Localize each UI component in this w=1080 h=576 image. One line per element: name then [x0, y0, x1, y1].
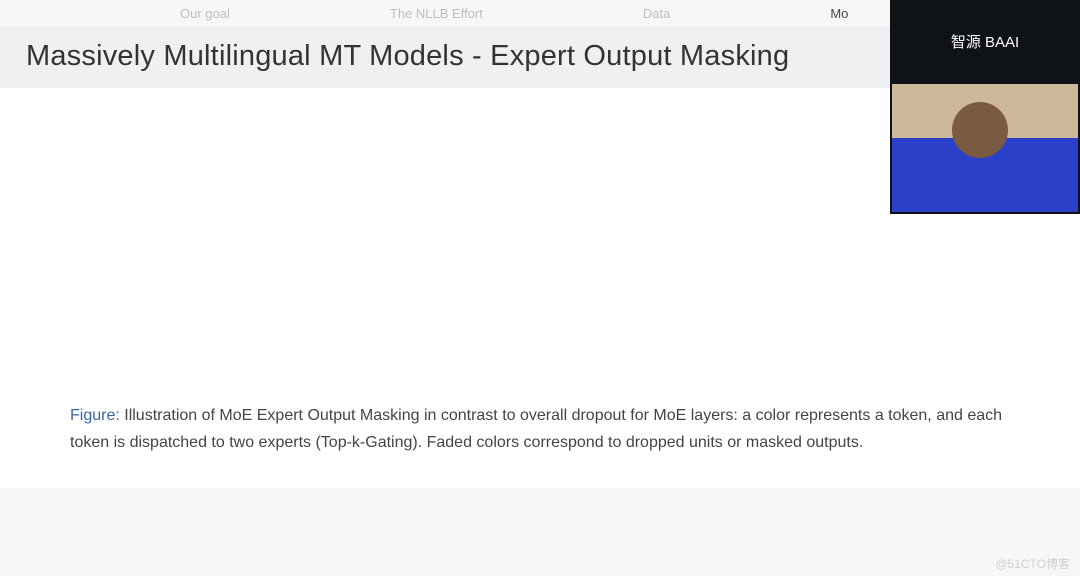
figure-caption: Figure: Illustration of MoE Expert Outpu…	[40, 402, 1040, 456]
pip-label: 智源 BAAI	[890, 0, 1080, 82]
figure-label: Figure:	[70, 407, 120, 424]
watermark: @51CTO博客	[995, 555, 1070, 572]
figure-text: Illustration of MoE Expert Output Maskin…	[70, 407, 1002, 451]
nav-item-active[interactable]: Mo	[830, 6, 848, 21]
nav-item[interactable]: Our goal	[180, 6, 230, 21]
pip-video	[890, 82, 1080, 214]
nav-item[interactable]: Data	[643, 6, 670, 21]
video-pip[interactable]: 智源 BAAI	[890, 0, 1080, 214]
nav-item[interactable]: The NLLB Effort	[390, 6, 483, 21]
